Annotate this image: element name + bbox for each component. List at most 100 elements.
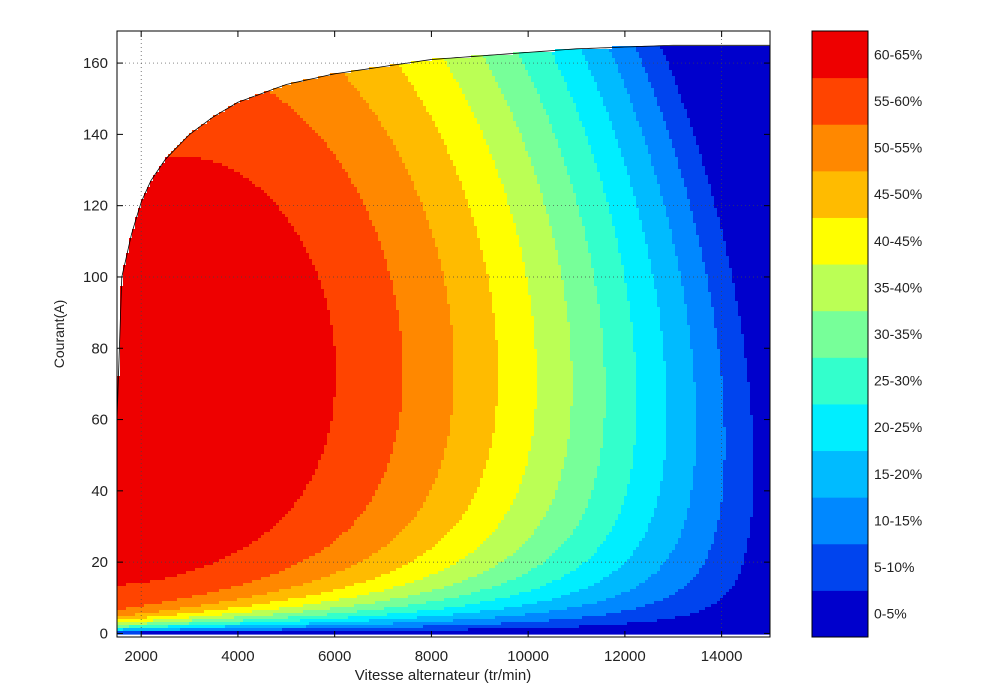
contour-cell <box>471 502 514 506</box>
contour-cell <box>192 130 316 134</box>
contour-cell <box>516 124 553 128</box>
contour-cell <box>417 193 466 197</box>
contour-cell <box>498 373 538 377</box>
contour-cell <box>300 238 379 242</box>
contour-cell <box>636 412 667 416</box>
contour-cell <box>720 505 754 509</box>
contour-cell <box>387 133 442 137</box>
contour-cell <box>597 169 628 173</box>
contour-cell <box>321 136 391 140</box>
contour-cell <box>615 523 649 527</box>
contour-cell <box>438 541 484 545</box>
contour-cell <box>717 334 745 338</box>
contour-cell <box>702 157 770 161</box>
contour-cell <box>525 466 565 470</box>
contour-cell <box>489 277 529 281</box>
contour-cell <box>666 367 694 371</box>
contour-cell <box>336 154 400 158</box>
contour-cell <box>231 553 316 557</box>
contour-cell <box>147 190 265 194</box>
contour-cell <box>723 460 754 464</box>
contour-cell <box>336 379 403 383</box>
contour-cell <box>660 322 688 326</box>
contour-cell <box>636 112 664 116</box>
contour-cell <box>330 421 400 425</box>
contour-cell <box>198 127 313 131</box>
y-tick-label: 140 <box>83 126 108 143</box>
contour-cell <box>534 529 574 533</box>
contour-cell <box>498 346 535 350</box>
contour-cell <box>750 517 770 521</box>
contour-cell <box>600 544 640 548</box>
contour-cell <box>450 316 496 320</box>
contour-cell <box>117 415 334 419</box>
contour-cell <box>249 544 331 548</box>
contour-cell <box>453 394 499 398</box>
contour-cell <box>534 328 571 332</box>
contour-cell <box>573 397 607 401</box>
contour-cell <box>498 376 538 380</box>
contour-cell <box>447 64 490 68</box>
contour-cell <box>666 205 691 209</box>
contour-cell <box>636 385 667 389</box>
contour-cell <box>690 346 718 350</box>
contour-cell <box>450 565 496 569</box>
contour-cell <box>300 235 379 239</box>
contour-cell <box>513 553 553 557</box>
contour-cell <box>453 391 499 395</box>
contour-cell <box>477 226 517 230</box>
contour-cell <box>483 55 520 59</box>
contour-cell <box>666 439 697 443</box>
contour-cell <box>663 196 688 200</box>
contour-cell <box>753 424 770 428</box>
contour-cell <box>666 436 697 440</box>
contour-cell <box>750 391 770 395</box>
contour-cell <box>486 61 523 65</box>
contour-cell <box>666 427 697 431</box>
contour-cell <box>654 280 682 284</box>
contour-cell <box>120 334 334 338</box>
contour-cell <box>750 529 770 533</box>
contour-cell <box>660 325 691 329</box>
contour-cell <box>693 220 721 224</box>
contour-cell <box>708 277 733 281</box>
contour-cell <box>687 193 712 197</box>
contour-cell <box>726 457 754 461</box>
contour-cell <box>336 391 403 395</box>
contour-cell <box>678 541 715 545</box>
contour-cell <box>126 607 181 611</box>
contour-cell <box>447 151 490 155</box>
contour-cell <box>558 145 592 149</box>
contour-cell <box>117 463 319 467</box>
contour-cell <box>489 64 526 68</box>
contour-cell <box>390 271 445 275</box>
colorbar: 0-5%5-10%10-15%15-20%20-25%25-30%30-35%3… <box>811 30 922 638</box>
contour-cell <box>636 586 685 590</box>
contour-cell <box>150 181 253 185</box>
contour-cell <box>534 334 571 338</box>
contour-cell <box>543 517 583 521</box>
contour-cell <box>546 205 580 209</box>
contour-cell <box>660 109 688 113</box>
contour-cell <box>510 595 562 599</box>
contour-cell <box>606 367 637 371</box>
contour-cell <box>495 166 535 170</box>
contour-cell <box>450 433 493 437</box>
contour-cell <box>570 346 604 350</box>
contour-cell <box>426 214 472 218</box>
contour-cell <box>384 472 439 476</box>
contour-cell <box>291 82 352 86</box>
contour-cell <box>714 313 739 317</box>
contour-cell <box>543 193 577 197</box>
contour-cell <box>696 382 724 386</box>
contour-cell <box>657 502 691 506</box>
contour-cell <box>336 355 403 359</box>
contour-cell <box>474 217 514 221</box>
contour-cell <box>474 550 517 554</box>
contour-cell <box>675 148 700 152</box>
contour-cell <box>705 271 733 275</box>
contour-cell <box>633 463 664 467</box>
contour-cell <box>699 610 770 614</box>
contour-cell <box>528 280 565 284</box>
contour-cell <box>693 361 721 365</box>
